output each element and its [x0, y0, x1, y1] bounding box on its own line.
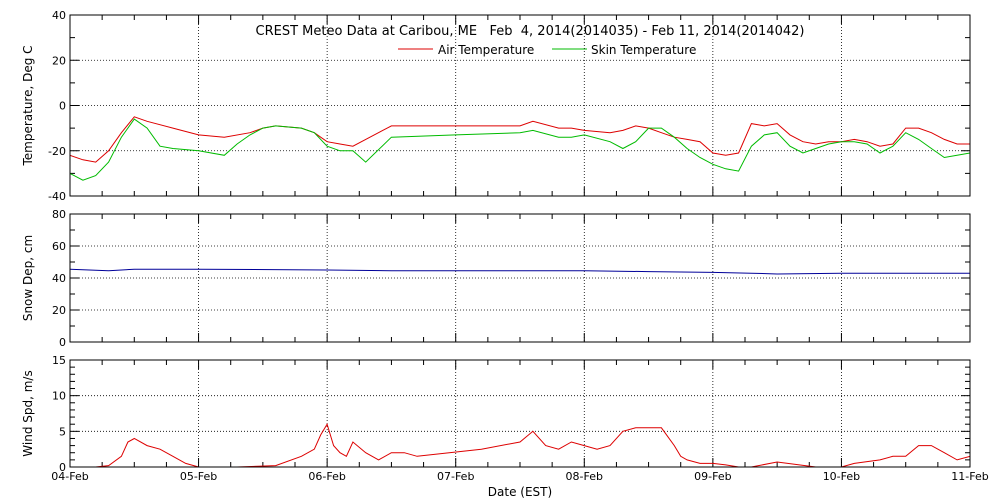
x-tick-label: 10-Feb [823, 470, 860, 483]
legend: Air Temperature Skin Temperature [398, 43, 696, 57]
snow-depth-panel: 0 20 40 60 80 Snow Dep, cm [21, 208, 971, 349]
y-tick-label: 40 [52, 272, 66, 285]
y-tick-label: 0 [59, 461, 66, 474]
x-tick-label: 04-Feb [51, 470, 88, 483]
chart-title: CREST Meteo Data at Caribou, ME Feb 4, 2… [256, 24, 805, 39]
x-tick-label: 07-Feb [437, 470, 474, 483]
legend-air-label: Air Temperature [438, 43, 534, 57]
y-tick-label: 5 [59, 425, 66, 438]
plot-frame [69, 14, 971, 197]
wind-speed-panel: 0 5 10 15 Wind Spd, m/s [21, 354, 971, 474]
x-tick-label: 11-Feb [951, 470, 988, 483]
x-tick-label: 09-Feb [694, 470, 731, 483]
y-tick-label: 80 [52, 208, 66, 221]
x-tick-label: 05-Feb [180, 470, 217, 483]
x-tick-label: 08-Feb [566, 470, 603, 483]
y-tick-label: 0 [59, 336, 66, 349]
y-tick-label: 20 [52, 304, 66, 317]
air-temperature-line [70, 116, 970, 163]
plot-frame [69, 213, 971, 343]
snow-depth-line [70, 268, 970, 275]
x-tick-label: 06-Feb [308, 470, 345, 483]
y-tick-label: 60 [52, 240, 66, 253]
y-tick-label: -20 [48, 145, 66, 158]
wind-speed-line [70, 422, 970, 467]
plot-frame [69, 359, 971, 468]
y-tick-label: -40 [48, 190, 66, 203]
y-axis-label: Temperature, Deg C [21, 45, 35, 166]
temperature-panel: -40 -20 0 20 40 Temperature, Deg C [21, 9, 971, 203]
y-tick-label: 15 [52, 354, 66, 367]
y-tick-label: 40 [52, 9, 66, 22]
skin-temperature-line [70, 118, 970, 181]
y-axis-label: Wind Spd, m/s [21, 370, 35, 456]
y-axis-label: Snow Dep, cm [21, 235, 35, 321]
x-axis-ticks: 04-Feb 05-Feb 06-Feb 07-Feb 08-Feb 09-Feb 10-F… [51, 470, 988, 483]
y-tick-label: 20 [52, 54, 66, 67]
y-tick-label: 10 [52, 390, 66, 403]
y-tick-label: 0 [59, 100, 66, 113]
legend-skin-label: Skin Temperature [591, 43, 696, 57]
x-axis-label: Date (EST) [488, 485, 552, 499]
